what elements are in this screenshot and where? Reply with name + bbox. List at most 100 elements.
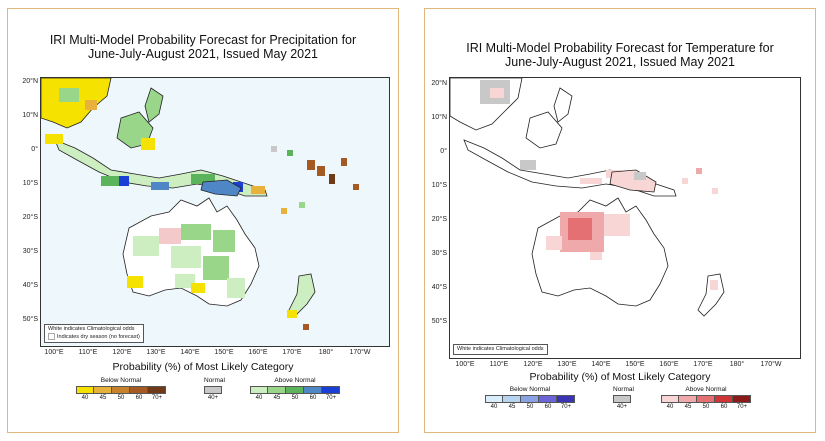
precip-below-swatch [76, 386, 94, 394]
temp-above-swatch [715, 395, 733, 403]
precip-note-box: White indicates Climatological odds Indi… [44, 324, 144, 343]
temp-lat-label: 20°S [431, 216, 447, 223]
precipitation-map: White indicates Climatological odds Indi… [40, 77, 390, 347]
temp-legend-above: Above Normal 40 45 50 60 70+ [661, 386, 751, 410]
precip-probability-label: Probability (%) of Most Likely Category [112, 361, 294, 373]
temp-lon-label: 150°E [625, 361, 645, 368]
temp-legend-below: Below Normal 40 45 50 60 70+ [485, 386, 575, 410]
precipitation-title: IRI Multi-Model Probability Forecast for… [8, 33, 398, 61]
precip-above-tick: 40 [255, 395, 263, 401]
precip-lat-label: 10°S [22, 180, 38, 187]
precipitation-map-graphic [41, 78, 359, 330]
precip-title-line1: IRI Multi-Model Probability Forecast for… [49, 33, 357, 47]
new-guinea-land [609, 169, 657, 193]
precip-below-swatch [130, 386, 148, 394]
temp-above-tick: 45 [684, 404, 692, 410]
precip-legend-normal-title: Normal [204, 377, 225, 384]
temp-lat-label: 30°S [431, 250, 447, 257]
temp-below-tick: 40 [490, 404, 498, 410]
temp-legend-above-title: Above Normal [685, 386, 727, 393]
precip-below-swatch [112, 386, 130, 394]
temp-legend-normal-title: Normal [613, 386, 634, 393]
temp-below-tick: 60 [544, 404, 552, 410]
precip-lon-label: 100°E [44, 349, 64, 356]
temp-above-tick: 60 [720, 404, 728, 410]
temp-legend-normal: Normal 40+ [613, 386, 634, 410]
temp-lat-label: 40°S [431, 284, 447, 291]
precip-below-tick: 45 [99, 395, 107, 401]
temp-below-swatch [557, 395, 575, 403]
temp-legend-below-title: Below Normal [509, 386, 551, 393]
temp-lon-label: 100°E [455, 361, 475, 368]
temp-lon-label: 170°W [760, 361, 782, 368]
precip-legend-below-title: Below Normal [100, 377, 142, 384]
temp-lon-label: 140°E [591, 361, 611, 368]
temp-lon-label: 160°E [659, 361, 679, 368]
precip-lon-label: 170°E [282, 349, 302, 356]
temperature-panel: IRI Multi-Model Probability Forecast for… [424, 8, 816, 433]
precip-legend-above-title: Above Normal [274, 377, 316, 384]
temp-note-box: White indicates Climatological odds [453, 344, 548, 355]
new-guinea-land [200, 179, 242, 197]
temp-lon-label: 180° [729, 361, 745, 368]
precip-above-swatch [286, 386, 304, 394]
borneo-land [525, 111, 563, 149]
precip-above-swatch [268, 386, 286, 394]
temp-title-line2: June-July-August 2021, Issued May 2021 [505, 55, 735, 69]
temp-above-swatch [661, 395, 679, 403]
temperature-map-graphic [450, 78, 725, 317]
temp-above-tick: 50 [702, 404, 710, 410]
temp-normal-swatch [613, 395, 631, 403]
precip-above-tick: 45 [273, 395, 281, 401]
precip-lat-label: 20°S [22, 214, 38, 221]
precip-lat-label: 40°S [22, 282, 38, 289]
temp-below-swatch [521, 395, 539, 403]
temp-lon-label: 170°E [693, 361, 713, 368]
precip-lon-label: 150°E [214, 349, 234, 356]
precip-below-tick: 70+ [151, 395, 163, 401]
temp-lon-label: 120°E [523, 361, 543, 368]
precip-lon-label: 120°E [112, 349, 132, 356]
temp-above-tick: 70+ [736, 404, 748, 410]
temp-above-swatch [697, 395, 715, 403]
temperature-map: White indicates Climatological odds [449, 77, 801, 359]
new-zealand-land [288, 273, 316, 317]
temp-below-tick: 50 [526, 404, 534, 410]
precip-lat-label: 0° [31, 146, 38, 153]
temp-lat-label: 0° [440, 148, 447, 155]
precip-normal-tick: 40+ [207, 395, 219, 401]
temp-probability-label: Probability (%) of Most Likely Category [529, 371, 711, 383]
temp-normal-tick: 40+ [616, 404, 628, 410]
temp-above-swatch [679, 395, 697, 403]
temp-below-swatch [539, 395, 557, 403]
temp-below-swatch [485, 395, 503, 403]
temp-below-tick: 45 [508, 404, 516, 410]
precip-above-tick: 70+ [325, 395, 337, 401]
temp-above-swatch [733, 395, 751, 403]
dry-season-symbol-icon [48, 333, 55, 341]
precip-lat-label: 10°N [22, 112, 38, 119]
precip-below-swatch [148, 386, 166, 394]
precip-note-dry-season-text: Indicates dry season (no forecast) [57, 334, 140, 340]
precip-legend-normal: Normal 40+ [204, 377, 225, 401]
precip-above-swatch [304, 386, 322, 394]
temp-lat-label: 10°S [431, 182, 447, 189]
precip-lon-label: 160°E [248, 349, 268, 356]
precip-lon-label: 180° [318, 349, 334, 356]
temp-lat-label: 50°S [431, 318, 447, 325]
precip-note-dry-season: Indicates dry season (no forecast) [48, 333, 140, 341]
temp-note-climatology: White indicates Climatological odds [457, 346, 544, 352]
philippines-land [553, 87, 573, 123]
temperature-title: IRI Multi-Model Probability Forecast for… [425, 41, 815, 69]
philippines-land [144, 87, 164, 123]
precip-lat-label: 50°S [22, 316, 38, 323]
temp-lon-label: 110°E [489, 361, 509, 368]
precip-lon-label: 130°E [146, 349, 166, 356]
precip-lon-label: 140°E [180, 349, 200, 356]
precip-below-tick: 60 [135, 395, 143, 401]
precipitation-panel: IRI Multi-Model Probability Forecast for… [7, 8, 399, 433]
asia-mainland [41, 78, 112, 129]
precip-lon-label: 110°E [78, 349, 98, 356]
precip-title-line2: June-July-August 2021, Issued May 2021 [88, 47, 318, 61]
precip-below-tick: 50 [117, 395, 125, 401]
